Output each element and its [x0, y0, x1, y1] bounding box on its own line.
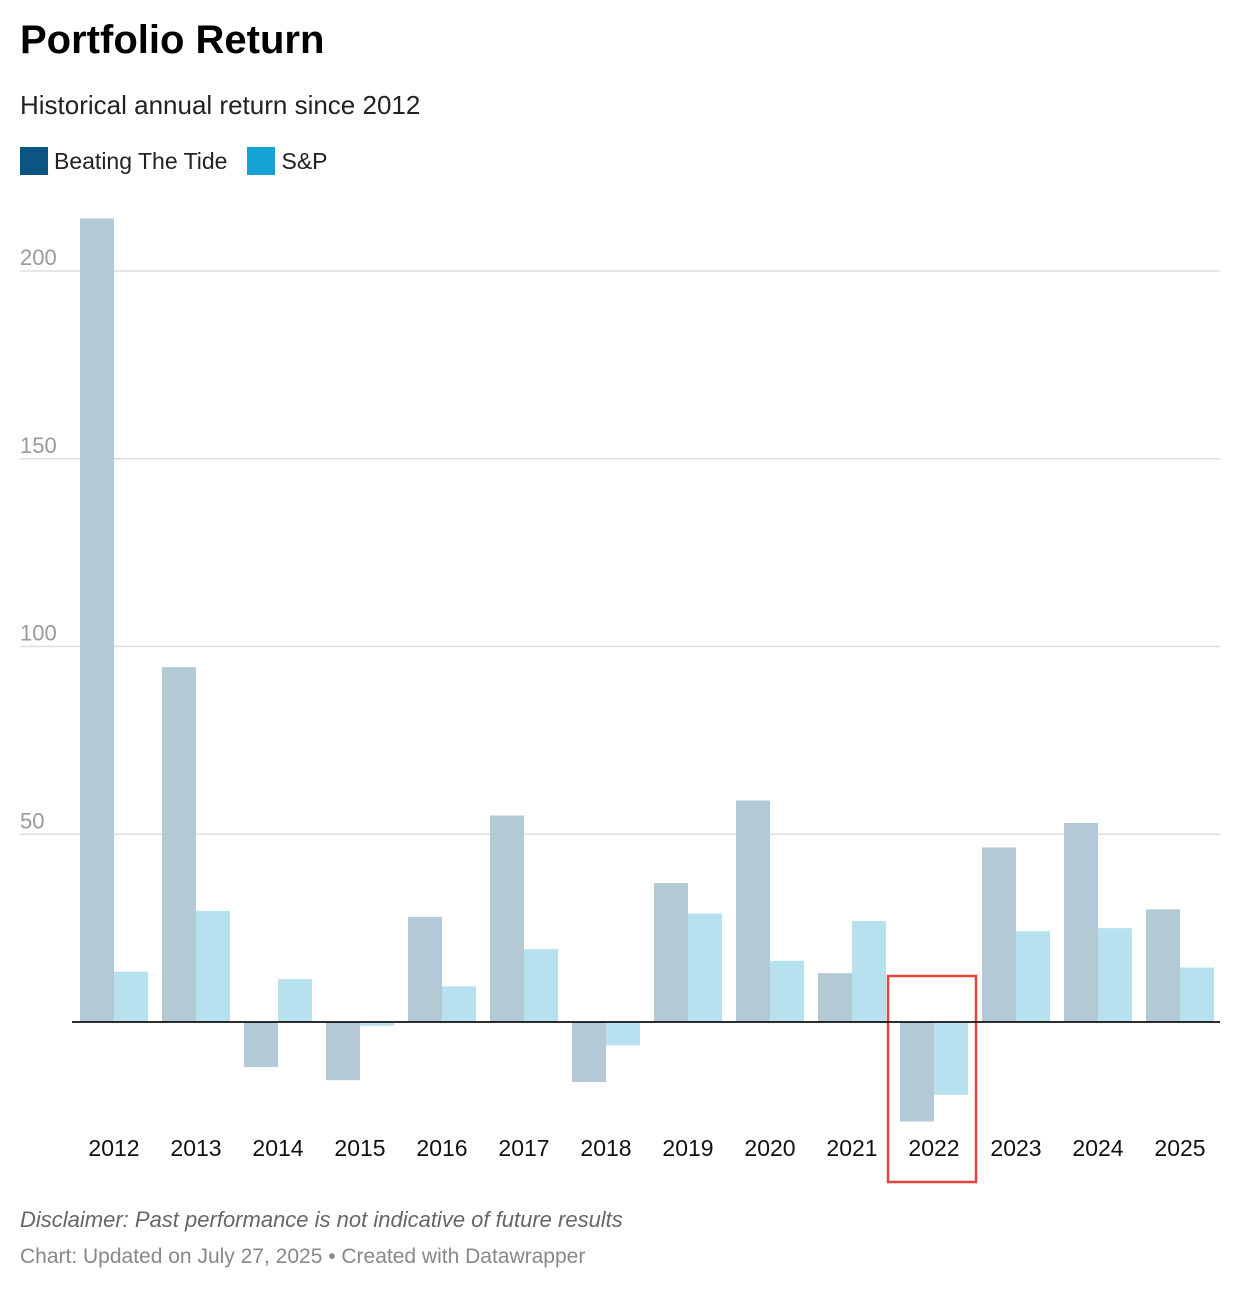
y-tick-label-200: 200: [20, 245, 57, 270]
y-tick-label-50: 50: [20, 808, 44, 833]
bar-beating-the-tide-2017: [490, 815, 524, 1022]
bar-sp-2023: [1016, 931, 1050, 1022]
bar-beating-the-tide-2014: [244, 1022, 278, 1068]
bar-sp-2024: [1098, 928, 1132, 1022]
bar-beating-the-tide-2018: [572, 1022, 606, 1083]
bar-sp-2014: [278, 979, 312, 1022]
bar-beating-the-tide-2022: [900, 1022, 934, 1122]
bar-beating-the-tide-2012: [80, 218, 114, 1022]
x-tick-label-2013: 2013: [170, 1135, 221, 1161]
bar-sp-2016: [442, 986, 476, 1022]
x-tick-label-2025: 2025: [1154, 1135, 1205, 1161]
bar-sp-2021: [852, 920, 886, 1022]
bar-sp-2013: [196, 910, 230, 1022]
legend-swatch-sp: [247, 147, 276, 175]
bar-sp-2015: [360, 1022, 394, 1026]
bar-beating-the-tide-2016: [408, 916, 442, 1022]
chart-source-footer: Chart: Updated on July 27, 2025 • Create…: [20, 1245, 586, 1268]
chart-legend: Beating The Tide S&P: [20, 147, 348, 175]
chart-disclaimer: Disclaimer: Past performance is not indi…: [20, 1207, 623, 1232]
x-tick-label-2022: 2022: [908, 1135, 959, 1161]
y-tick-label-100: 100: [20, 621, 57, 646]
legend-item-sp: S&P: [247, 147, 328, 175]
x-tick-label-2023: 2023: [990, 1135, 1041, 1161]
bar-beating-the-tide-2021: [818, 973, 852, 1022]
bar-beating-the-tide-2020: [736, 800, 770, 1022]
bar-beating-the-tide-2019: [654, 883, 688, 1022]
bar-sp-2025: [1180, 967, 1214, 1022]
x-tick-label-2014: 2014: [252, 1135, 303, 1161]
y-tick-label-150: 150: [20, 433, 57, 458]
legend-item-beating-the-tide: Beating The Tide: [20, 147, 227, 175]
bar-sp-2012: [114, 971, 148, 1022]
bar-beating-the-tide-2015: [326, 1022, 360, 1081]
bars: [80, 218, 1214, 1122]
x-tick-label-2015: 2015: [334, 1135, 385, 1161]
bar-chart: 50 100 150 200 2012 2013 2014 2015 2016 2017 2018…: [20, 218, 1220, 1184]
bar-beating-the-tide-2013: [162, 667, 196, 1022]
highlight-box-2022: [886, 974, 978, 1184]
bar-sp-2019: [688, 913, 722, 1022]
x-tick-label-2019: 2019: [662, 1135, 713, 1161]
legend-swatch-beating-the-tide: [20, 147, 48, 175]
bar-sp-2022: [934, 1022, 968, 1095]
bar-beating-the-tide-2025: [1146, 909, 1180, 1022]
x-tick-label-2024: 2024: [1072, 1135, 1123, 1161]
x-tick-label-2021: 2021: [826, 1135, 877, 1161]
x-tick-label-2018: 2018: [580, 1135, 631, 1161]
legend-label-beating-the-tide: Beating The Tide: [54, 147, 228, 174]
x-tick-label-2020: 2020: [744, 1135, 795, 1161]
bar-sp-2018: [606, 1022, 640, 1046]
chart-subtitle: Historical annual return since 2012: [20, 90, 421, 120]
x-tick-label-2012: 2012: [88, 1135, 139, 1161]
bar-beating-the-tide-2023: [982, 847, 1016, 1022]
legend-label-sp: S&P: [281, 147, 328, 174]
bar-beating-the-tide-2024: [1064, 822, 1098, 1022]
x-tick-label-2016: 2016: [416, 1135, 467, 1161]
chart-title: Portfolio Return: [20, 18, 325, 62]
gridlines: 50 100 150 200: [20, 245, 1220, 835]
bar-sp-2017: [524, 949, 558, 1022]
axes: 2012 2013 2014 2015 2016 2017 2018 2019 2020 2021…: [72, 974, 1220, 1184]
bar-sp-2020: [770, 960, 804, 1022]
x-tick-label-2017: 2017: [498, 1135, 549, 1161]
